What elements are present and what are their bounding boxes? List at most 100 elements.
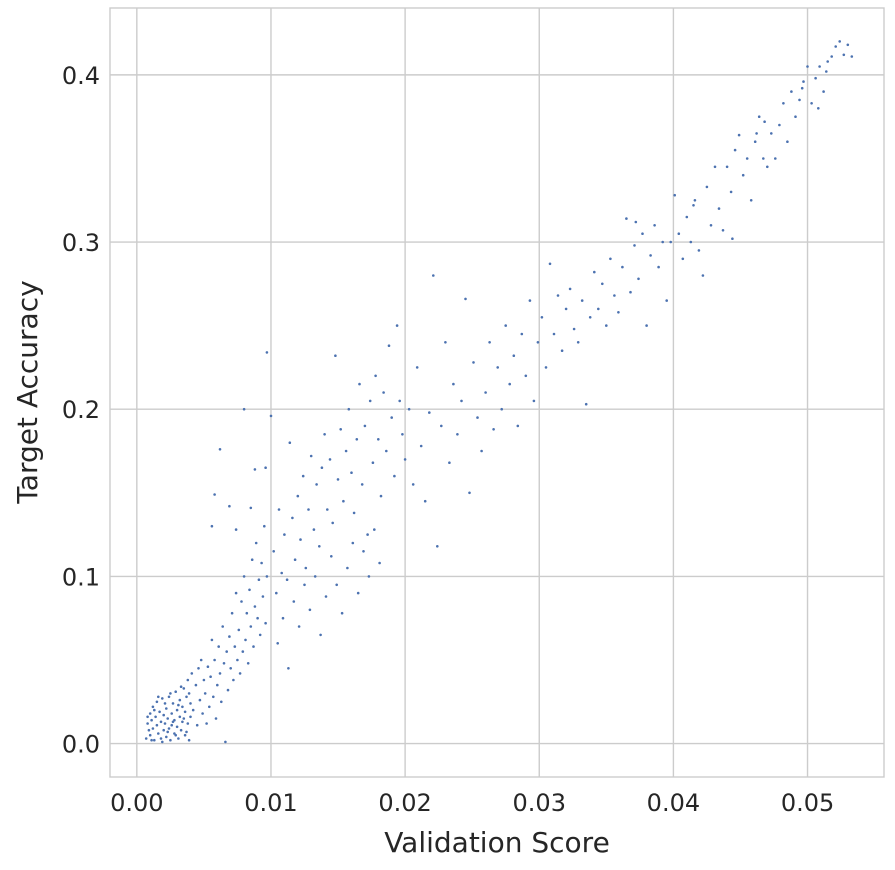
data-point — [313, 575, 317, 578]
data-point — [540, 316, 544, 319]
data-point — [334, 354, 337, 358]
data-point — [153, 708, 156, 712]
data-point — [197, 667, 200, 670]
data-point — [363, 424, 367, 428]
data-point — [186, 678, 190, 682]
data-point — [360, 483, 364, 486]
data-point — [419, 444, 423, 448]
data-point — [226, 688, 230, 692]
data-point — [536, 341, 540, 344]
data-point — [512, 354, 516, 358]
data-point — [492, 428, 495, 431]
data-point — [258, 633, 262, 637]
gridlines — [110, 8, 884, 777]
data-point — [401, 433, 404, 436]
data-point — [174, 690, 177, 693]
data-point — [368, 399, 372, 403]
data-point — [224, 740, 227, 744]
data-point — [641, 232, 644, 235]
data-point — [210, 524, 214, 528]
data-point — [436, 545, 439, 548]
data-point — [163, 702, 167, 705]
data-point — [817, 107, 820, 110]
data-point — [810, 102, 813, 105]
data-point — [786, 140, 789, 143]
data-point — [673, 193, 676, 197]
data-point — [476, 416, 479, 419]
data-point — [175, 725, 179, 729]
data-point — [374, 374, 377, 378]
data-point — [713, 165, 717, 169]
data-point — [175, 708, 179, 712]
data-point — [186, 722, 190, 725]
data-point — [556, 294, 560, 297]
data-point — [287, 667, 290, 670]
data-point — [560, 349, 564, 353]
data-point — [155, 700, 159, 704]
data-point — [733, 148, 737, 152]
data-point — [613, 294, 616, 297]
data-point — [182, 717, 186, 720]
data-point — [705, 185, 709, 189]
data-point — [202, 678, 206, 682]
data-point — [850, 55, 854, 58]
data-point — [210, 638, 214, 642]
data-point — [346, 566, 349, 570]
data-point — [677, 232, 681, 235]
data-point — [297, 625, 301, 628]
data-point — [242, 407, 246, 411]
data-point — [276, 642, 280, 645]
data-point — [324, 595, 328, 598]
data-point — [182, 687, 186, 690]
data-point — [629, 290, 632, 294]
data-point — [358, 382, 361, 386]
data-point — [179, 685, 183, 688]
x-tick-label: 0.02 — [378, 789, 431, 817]
data-point — [826, 60, 829, 63]
data-point — [339, 428, 343, 431]
data-point — [637, 277, 640, 281]
data-point — [194, 683, 198, 687]
data-point — [288, 441, 292, 445]
data-point — [272, 550, 276, 553]
data-point — [209, 675, 212, 678]
data-point — [373, 528, 376, 531]
data-point — [378, 561, 381, 565]
data-point — [148, 733, 152, 737]
data-point — [564, 307, 568, 311]
data-point — [234, 528, 238, 531]
data-point — [755, 132, 758, 135]
data-point — [331, 521, 335, 525]
data-point — [411, 483, 415, 486]
data-point — [318, 545, 321, 548]
data-point — [770, 132, 773, 135]
data-point — [151, 727, 155, 730]
data-point — [206, 665, 210, 668]
data-point — [617, 311, 620, 314]
data-point — [212, 695, 215, 699]
data-point — [842, 53, 846, 57]
data-point — [524, 374, 528, 378]
data-point — [552, 332, 556, 336]
data-point — [153, 738, 156, 742]
data-point — [818, 65, 821, 68]
data-point — [170, 712, 173, 715]
data-point — [315, 483, 318, 486]
data-point — [377, 438, 380, 441]
data-point — [218, 672, 222, 675]
data-point — [217, 645, 220, 648]
data-point — [379, 494, 383, 498]
data-point — [265, 351, 269, 354]
data-point — [452, 382, 455, 386]
data-point — [806, 65, 809, 68]
data-point — [395, 324, 399, 327]
data-point — [717, 207, 721, 210]
data-point — [189, 702, 192, 705]
data-point — [183, 710, 187, 714]
plot-frame — [109, 7, 885, 778]
data-point — [692, 204, 695, 207]
data-point — [548, 262, 552, 266]
data-point — [280, 571, 284, 575]
data-point — [312, 528, 316, 531]
data-point — [766, 165, 769, 169]
